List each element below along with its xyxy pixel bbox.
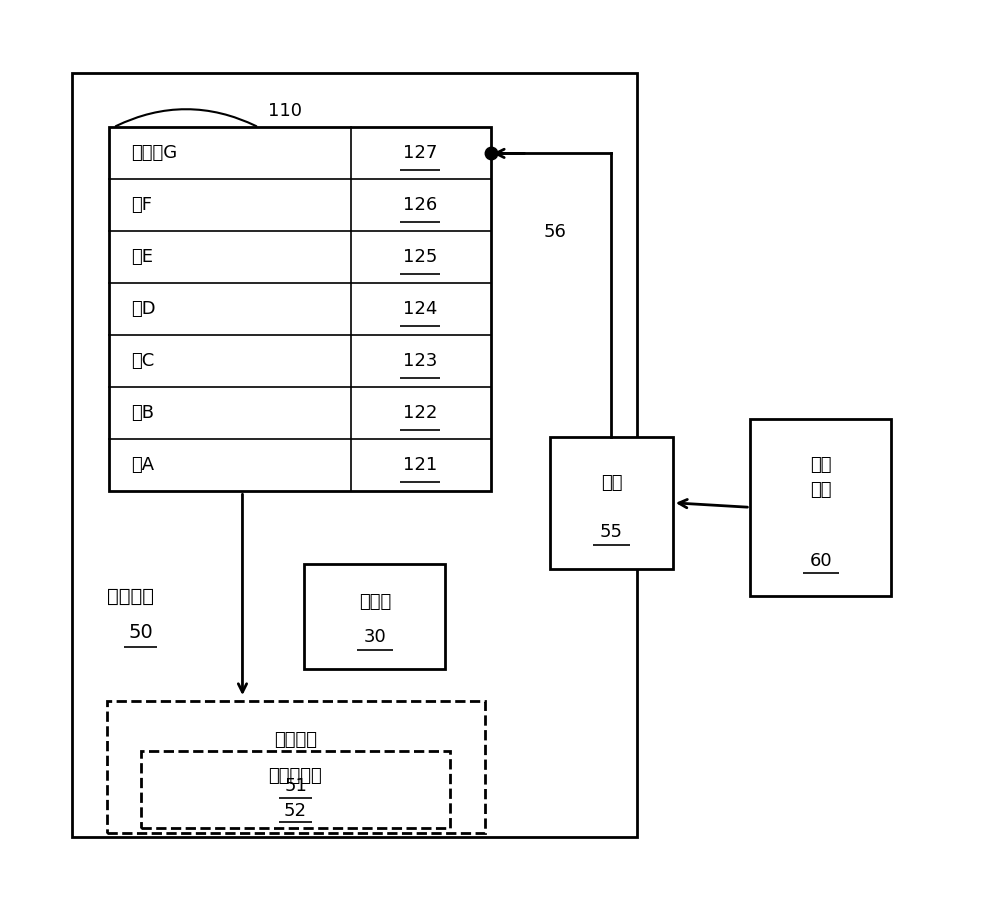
Text: 对等协议簇: 对等协议簇 [268,766,322,784]
Text: 处理器: 处理器 [359,593,391,611]
Text: 层B: 层B [131,404,154,422]
Bar [750,419,891,596]
Text: 30: 30 [364,629,386,646]
Text: 接口: 接口 [601,474,622,492]
Text: 层E: 层E [131,248,153,267]
Text: 50: 50 [128,623,153,642]
Text: 56: 56 [544,223,567,241]
Text: 110: 110 [268,102,302,120]
Text: 对等设备: 对等设备 [274,732,317,749]
Text: 计算设备: 计算设备 [107,587,154,605]
Bar [72,73,637,837]
Bar [109,127,491,491]
Text: 125: 125 [403,248,437,267]
Text: 126: 126 [403,197,437,215]
Text: 层F: 层F [131,197,152,215]
Text: 51: 51 [284,777,307,795]
Bar [550,437,673,569]
Text: 层A: 层A [131,457,155,474]
Bar [107,701,485,833]
Text: 122: 122 [403,404,437,422]
Bar [141,751,450,828]
Text: 55: 55 [600,523,623,541]
Text: 123: 123 [403,352,437,370]
Text: 121: 121 [403,457,437,474]
Text: 124: 124 [403,300,437,318]
Text: 52: 52 [284,802,307,820]
Bar [304,564,445,669]
Text: 层C: 层C [131,352,155,370]
Text: 灵活层G: 灵活层G [131,145,178,162]
Text: 127: 127 [403,145,437,162]
Text: 外部
设备: 外部 设备 [810,456,832,499]
Text: 层D: 层D [131,300,156,318]
Text: 60: 60 [809,551,832,570]
